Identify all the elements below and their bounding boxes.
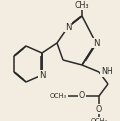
- Text: O: O: [96, 105, 102, 113]
- Text: O: O: [79, 91, 85, 101]
- Text: N: N: [93, 38, 99, 48]
- Text: N: N: [65, 23, 71, 31]
- Text: CH₃: CH₃: [75, 0, 89, 10]
- Text: OCH₃: OCH₃: [50, 93, 67, 99]
- Text: NH: NH: [101, 68, 113, 76]
- Text: N: N: [39, 71, 45, 79]
- Text: OCH₃: OCH₃: [90, 118, 108, 121]
